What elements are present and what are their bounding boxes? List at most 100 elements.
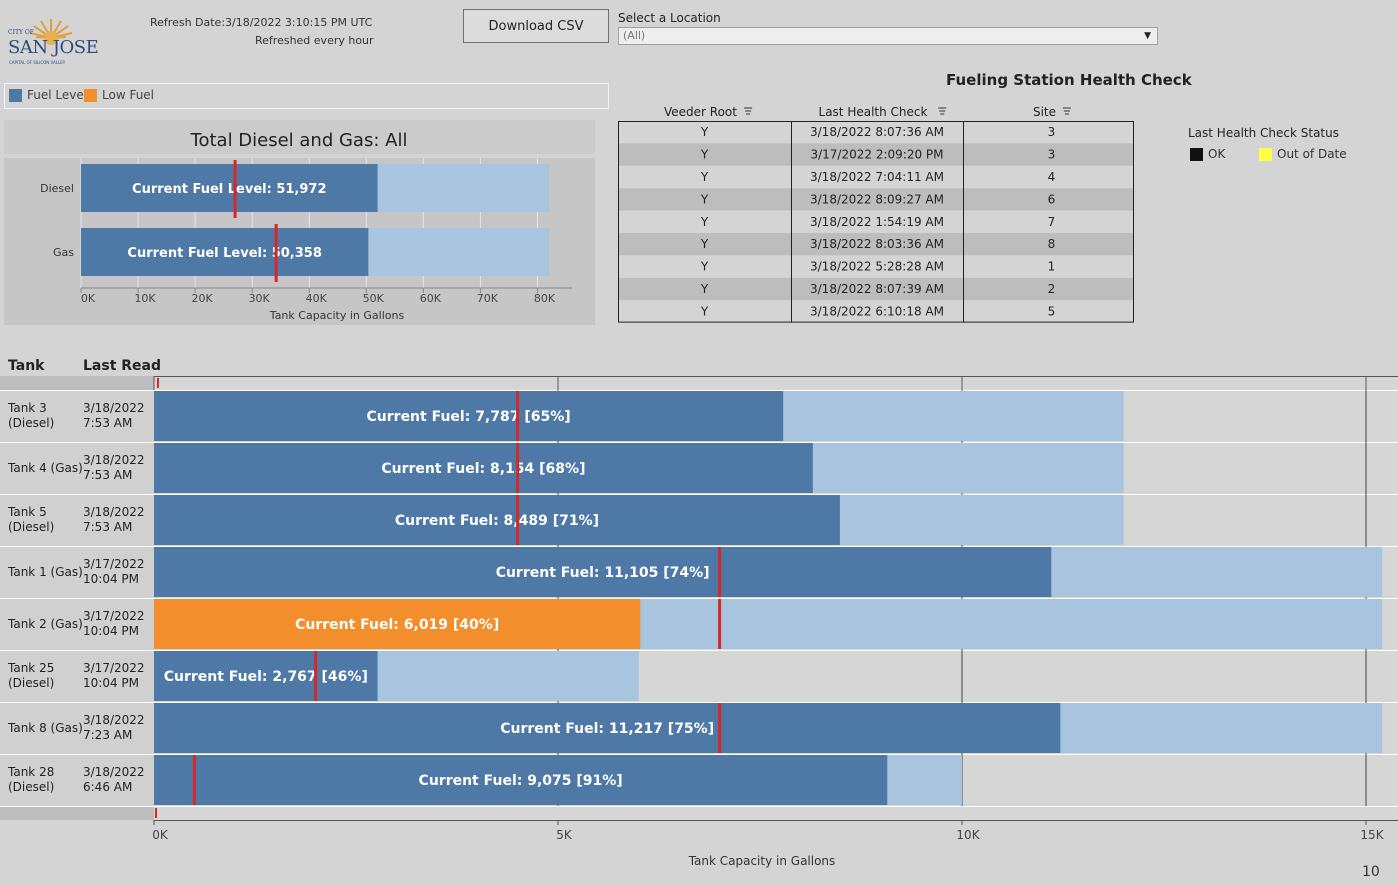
tank-top-band	[0, 376, 154, 390]
sort-icon	[938, 107, 947, 115]
tank-last-read-date: 3/17/2022	[83, 557, 145, 571]
tank-x-tick-label: 5K	[556, 828, 573, 842]
tank-data-label: Current Fuel: 7,787 [65%]	[367, 409, 571, 425]
tank-x-tick-label: 10K	[956, 828, 980, 842]
tank-last-read-date: 3/18/2022	[83, 713, 145, 727]
last-read-column-header: Last Read	[83, 358, 162, 374]
status-item-out-of-date[interactable]: Out of Date	[1259, 147, 1347, 161]
tank-bottom-marker	[155, 808, 157, 818]
chevron-down-icon[interactable]: ▼	[1144, 31, 1151, 41]
tank-column-header: Tank	[8, 358, 45, 374]
tank-name-label: Tank 28	[7, 765, 54, 779]
location-label: Select a Location	[618, 11, 721, 25]
tank-name-label: Tank 25	[7, 661, 54, 675]
health-table-cell: 3/18/2022 8:09:27 AM	[810, 192, 944, 206]
sun-logo-icon	[29, 19, 73, 45]
health-table-cell: 8	[1048, 237, 1056, 251]
health-table-row	[618, 188, 1134, 211]
health-table-cell: 5	[1048, 304, 1056, 318]
health-status-title: Last Health Check Status	[1188, 126, 1339, 140]
tank-last-read-time: 7:53 AM	[83, 520, 132, 534]
logo-line1: CITY OF	[8, 29, 34, 36]
tank-fuel-bar	[154, 495, 840, 545]
legend-label-low-fuel: Low Fuel	[102, 88, 155, 102]
health-table-cell: 4	[1048, 170, 1056, 184]
total-category-label: Diesel	[40, 182, 74, 195]
health-table-cell: Y	[700, 304, 709, 318]
download-csv-button[interactable]: Download CSV	[463, 9, 609, 43]
legend-item-low-fuel[interactable]: Low Fuel	[84, 88, 154, 102]
health-table-row	[618, 210, 1134, 233]
total-x-axis-title: Tank Capacity in Gallons	[269, 309, 405, 322]
health-table-cell: Y	[700, 148, 709, 162]
fuel-legend: Fuel Level Low Fuel	[4, 83, 609, 109]
location-select[interactable]: (All) ▼	[618, 27, 1158, 45]
total-x-tick-label: 20K	[192, 292, 214, 305]
tank-fuel-bar	[154, 391, 784, 441]
health-column-header: Site	[1033, 105, 1056, 119]
total-x-tick-label: 50K	[363, 292, 385, 305]
legend-swatch-low-fuel	[84, 88, 97, 102]
total-chart-panel: Total Diesel and Gas: All Current Fuel L…	[4, 120, 595, 325]
page-number: 10	[1362, 864, 1380, 880]
health-table-cell: 6	[1048, 192, 1056, 206]
location-value: (All)	[623, 29, 646, 42]
health-table-cell: 3/18/2022 1:54:19 AM	[810, 215, 944, 229]
tank-x-axis-title: Tank Capacity in Gallons	[688, 854, 836, 868]
health-table-svg: Veeder Root Last Health Check Site Y 3/18/20…	[618, 105, 1134, 323]
tank-fuel-bar	[154, 651, 378, 701]
health-table-cell: 3/18/2022 6:10:18 AM	[810, 304, 944, 318]
health-table-cell: 3	[1048, 125, 1056, 139]
total-x-tick-label: 40K	[306, 292, 328, 305]
tank-last-read-date: 3/17/2022	[83, 661, 145, 675]
status-item-ok[interactable]: OK	[1190, 147, 1225, 161]
tank-name-label: Tank 3	[7, 401, 47, 415]
tank-fuel-bar	[154, 755, 888, 805]
tank-name-label: Tank 5	[7, 505, 47, 519]
health-table-border	[618, 121, 1134, 323]
total-chart-title-bg	[4, 120, 595, 154]
tank-x-tick-label: 15K	[1360, 828, 1384, 842]
total-threshold-marker	[233, 160, 237, 218]
health-check-table: Veeder Root Last Health Check Site Y 3/18/20…	[610, 102, 1140, 324]
tank-data-label: Current Fuel: 11,105 [74%]	[496, 565, 710, 581]
total-x-tick-label: 80K	[534, 292, 556, 305]
tank-fuel-chart: Current Fuel: 7,787 [65%]Tank 3(Diesel)3…	[0, 376, 1398, 868]
health-table-cell: 3/17/2022 2:09:20 PM	[810, 148, 943, 162]
status-swatch-ok	[1190, 147, 1203, 161]
sort-icon	[1062, 107, 1071, 115]
total-fuel-bar	[81, 228, 369, 276]
refresh-date: Refresh Date:3/18/2022 3:10:15 PM UTC	[150, 16, 373, 29]
tank-fuel-bar	[154, 703, 1061, 753]
tank-chart-panel: Current Fuel: 7,787 [65%] Tank 3 (Diesel) 3…	[0, 376, 1398, 876]
tank-last-read-time: 10:04 PM	[83, 572, 139, 586]
total-x-tick-label: 30K	[249, 292, 271, 305]
tank-data-label: Current Fuel: 2,767 [46%]	[164, 669, 368, 685]
health-table-cell: Y	[700, 260, 709, 274]
tank-last-read-date: 3/18/2022	[83, 505, 145, 519]
health-table-cell: 3/18/2022 8:07:39 AM	[810, 282, 944, 296]
tank-name-label: (Diesel)	[8, 780, 54, 794]
total-data-label: Current Fuel Level: 50,358	[127, 246, 321, 261]
city-logo: CITY OF SAN JOSE CAPITAL OF SILICON VALL…	[6, 16, 99, 68]
health-table-cell: Y	[700, 237, 709, 251]
tank-fuel-bar	[154, 443, 813, 493]
total-threshold-marker	[274, 224, 278, 282]
status-swatch-out-of-date	[1259, 147, 1272, 161]
sort-icon	[744, 107, 753, 115]
health-table-cell: 3/18/2022 8:07:36 AM	[810, 125, 944, 139]
tank-threshold-marker	[192, 755, 196, 805]
legend-item-fuel-level[interactable]: Fuel Level	[9, 88, 87, 102]
tank-top-marker	[157, 378, 159, 388]
logo-line2: SAN JOSE	[8, 37, 99, 58]
tank-data-label: Current Fuel: 6,019 [40%]	[295, 617, 499, 633]
status-label-ok: OK	[1208, 147, 1226, 161]
total-fuel-chart: Total Diesel and Gas: All Current Fuel L…	[4, 120, 595, 325]
health-table-row	[618, 300, 1134, 323]
tank-last-read-date: 3/17/2022	[83, 609, 145, 623]
legend-swatch-fuel-level	[9, 88, 22, 102]
tank-threshold-marker	[718, 599, 722, 649]
tank-name-label: (Diesel)	[8, 416, 54, 430]
health-table-row	[618, 277, 1134, 301]
tank-threshold-marker	[718, 703, 722, 753]
